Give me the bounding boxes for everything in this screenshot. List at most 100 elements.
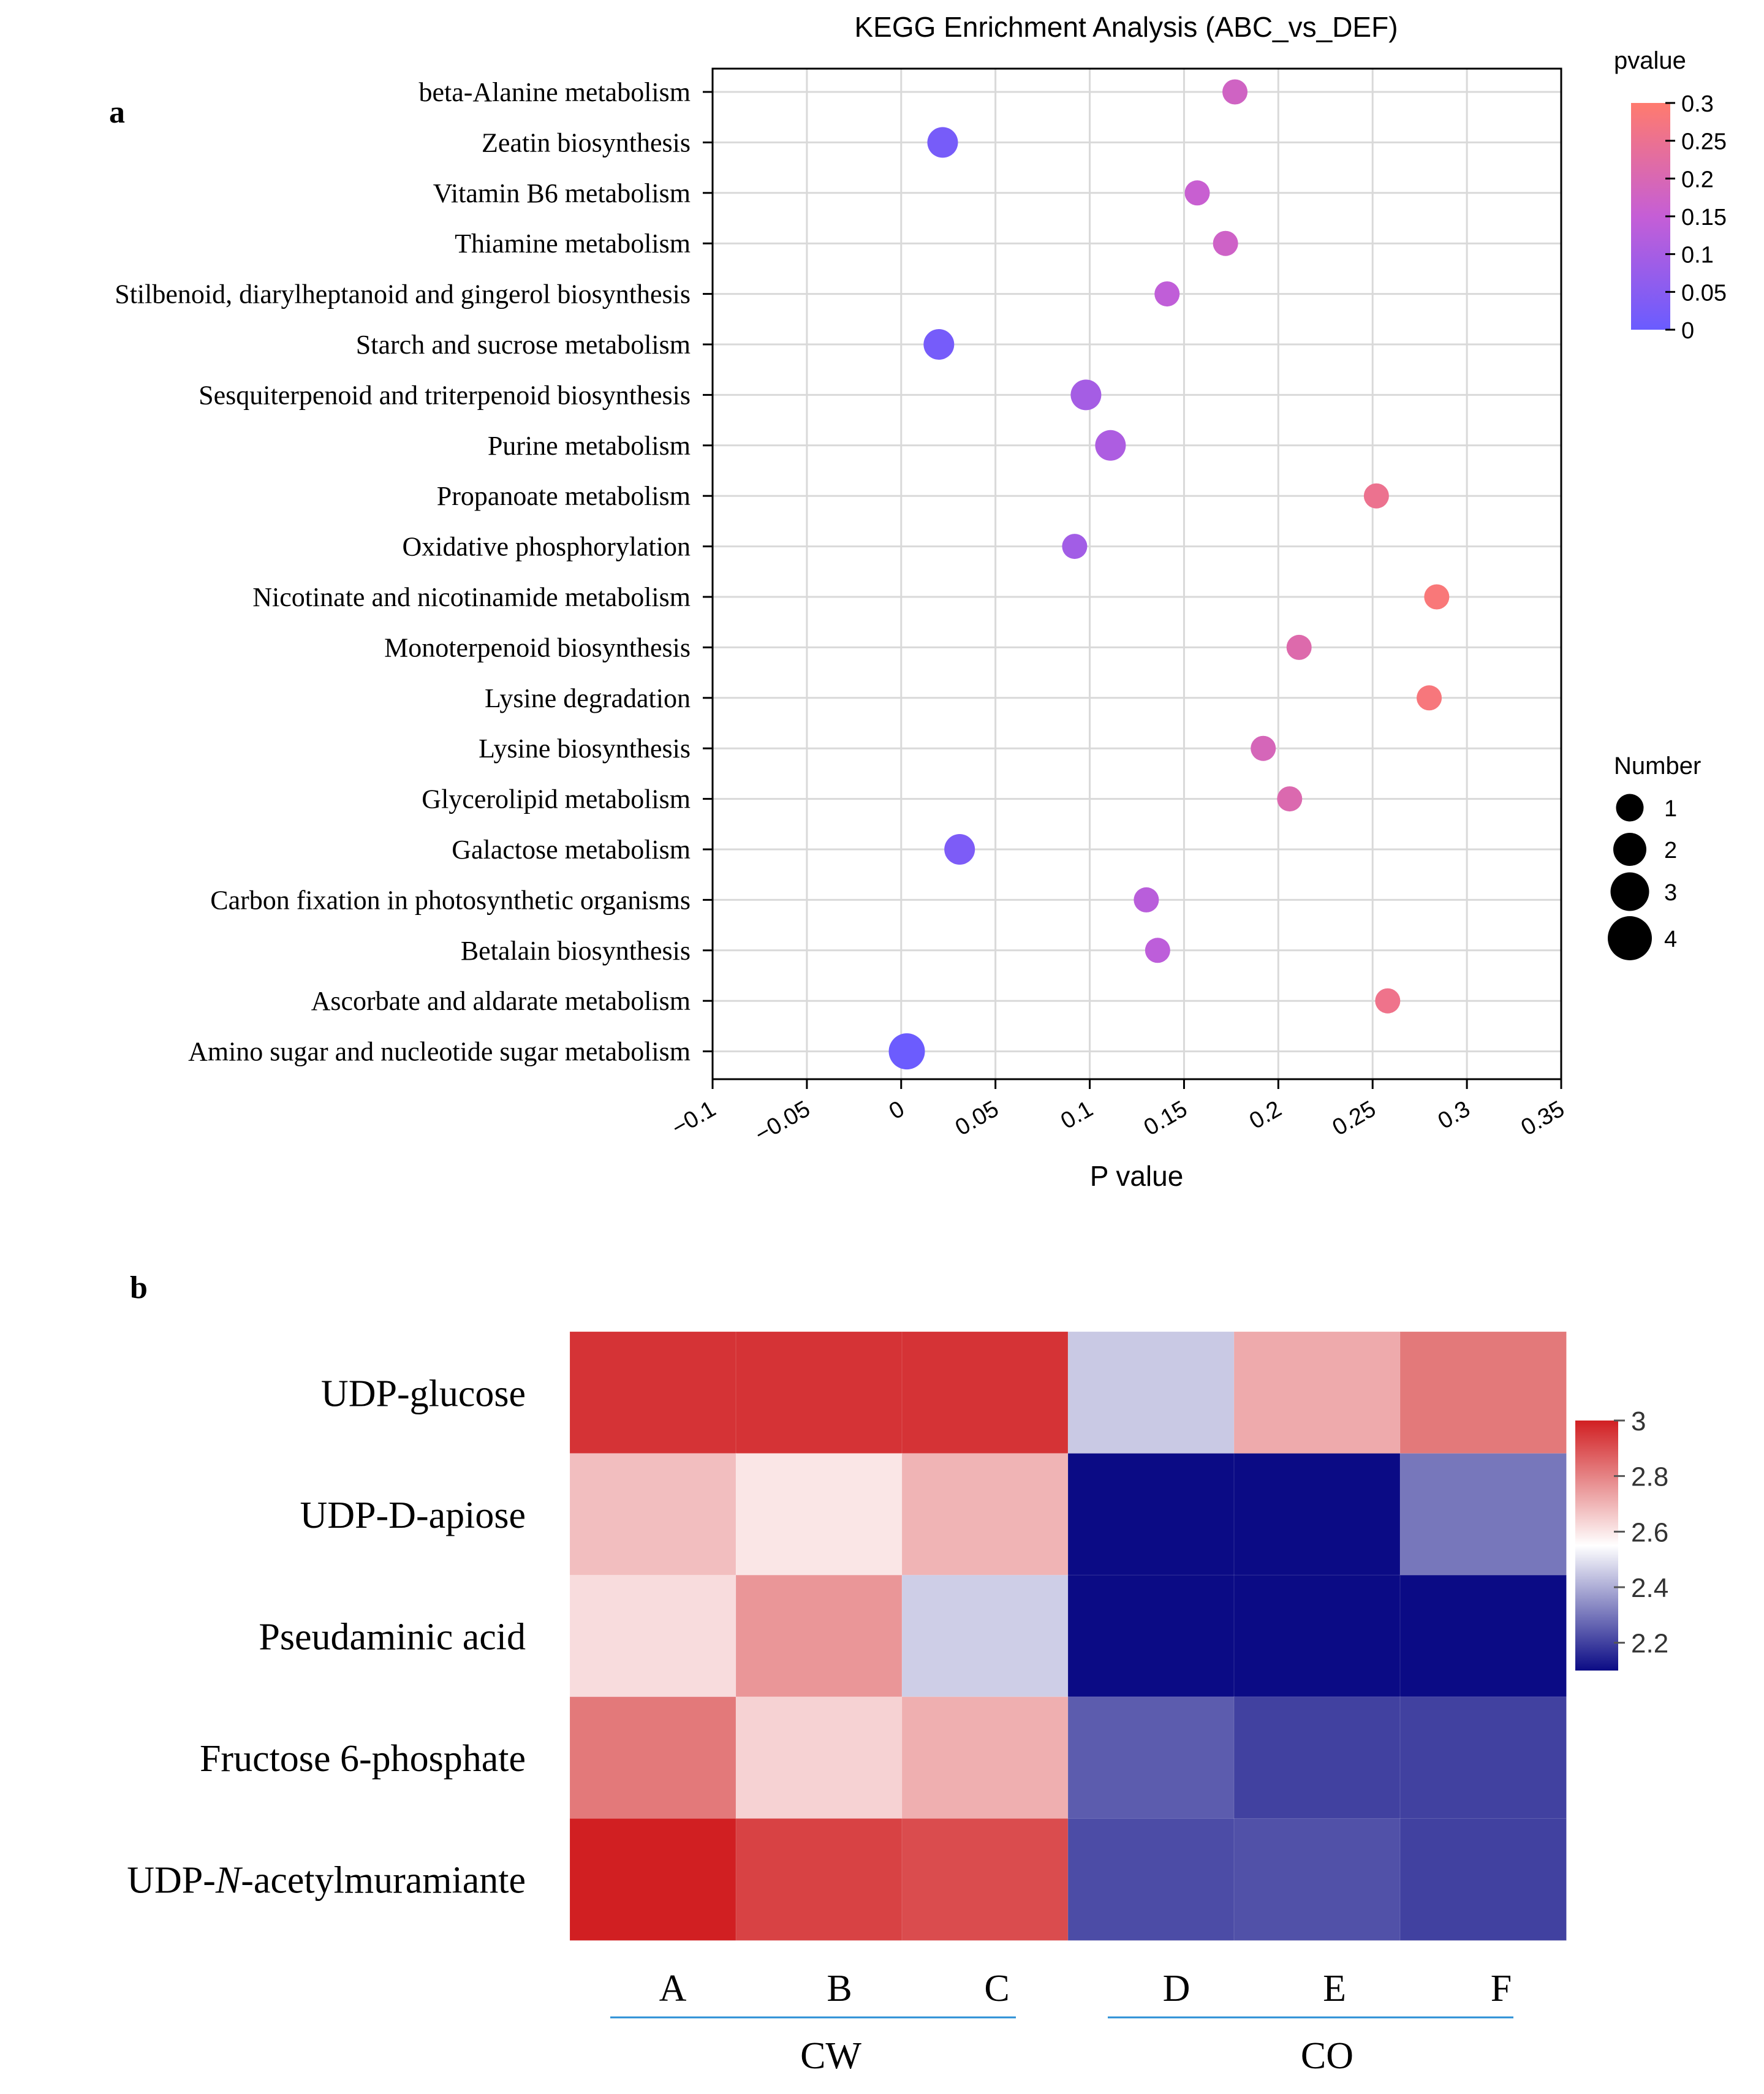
data-point xyxy=(1095,430,1126,461)
x-tick-label: 0.1 xyxy=(1056,1096,1097,1134)
number-legend-title: Number xyxy=(1614,753,1701,780)
y-tick-label: Lysine degradation xyxy=(485,683,691,713)
pvalue-legend-tick-label: 0.1 xyxy=(1681,243,1714,268)
heatmap-cell xyxy=(735,1696,903,1819)
x-axis-label: P value xyxy=(1090,1160,1184,1192)
pvalue-legend: pvalue 0.3 0.25 0.2 0.15 0.1 0.05 0 xyxy=(1614,47,1727,344)
data-point xyxy=(1424,584,1450,610)
y-tick-label: Glycerolipid metabolism xyxy=(422,784,691,814)
group-label: CO xyxy=(1301,2035,1353,2077)
y-tick-label: Vitamin B6 metabolism xyxy=(433,178,691,208)
group-labels: CW CO xyxy=(610,2016,1513,2077)
x-tick-label: 0.35 xyxy=(1516,1096,1569,1140)
y-tick-label: Amino sugar and nucleotide sugar metabol… xyxy=(188,1037,691,1067)
heatmap-cell xyxy=(1233,1696,1401,1819)
column-labels: A B C D E F xyxy=(659,1968,1512,2009)
y-tick-label: Betalain biosynthesis xyxy=(461,936,691,966)
column-label: C xyxy=(984,1968,1009,2009)
x-tick-label: 0.15 xyxy=(1140,1096,1192,1140)
chart-title: KEGG Enrichment Analysis (ABC_vs_DEF) xyxy=(854,11,1398,43)
heatmap-cell xyxy=(735,1453,903,1576)
y-tick-label: Stilbenoid, diarylheptanoid and gingerol… xyxy=(115,279,691,309)
heatmap-cell xyxy=(901,1696,1069,1819)
heatmap-cell xyxy=(569,1574,736,1698)
y-tick-label: Propanoate metabolism xyxy=(437,481,691,511)
y-tick-label: Purine metabolism xyxy=(488,431,691,461)
data-point xyxy=(1062,534,1088,560)
heatmap-cell xyxy=(569,1696,736,1819)
column-label: A xyxy=(659,1968,687,2009)
heatmap-colorbar-gradient xyxy=(1575,1421,1618,1671)
y-tick-label: Nicotinate and nicotinamide metabolism xyxy=(252,582,691,612)
y-tick-label: Monoterpenoid biosynthesis xyxy=(384,632,691,662)
number-legend-label: 3 xyxy=(1664,880,1677,906)
heatmap-cell xyxy=(569,1331,736,1454)
data-point xyxy=(927,127,958,158)
data-point xyxy=(888,1033,925,1070)
data-point xyxy=(1277,786,1303,812)
y-tick-label: Oxidative phosphorylation xyxy=(403,532,691,562)
pvalue-legend-tick-label: 0.25 xyxy=(1681,129,1727,155)
data-point xyxy=(923,329,955,360)
heatmap-cell xyxy=(1399,1818,1567,1941)
heatmap-cell xyxy=(569,1818,736,1941)
panel-b-heatmap: b UDP-glucose UDP-D-apiose Pseudaminic aci… xyxy=(127,1270,1668,2077)
plot-frame xyxy=(711,67,1562,1080)
heatmap-colorbar-tick-label: 2.6 xyxy=(1631,1517,1668,1547)
number-legend: Number 1 2 3 4 xyxy=(1608,753,1701,960)
data-point xyxy=(1417,685,1442,711)
x-tick-label: 0.05 xyxy=(951,1096,1003,1140)
column-label: B xyxy=(827,1968,852,2009)
data-point xyxy=(1184,180,1210,206)
heatmap-cell xyxy=(1233,1818,1401,1941)
heatmap-colorbar-tick-label: 3 xyxy=(1631,1406,1646,1436)
heatmap-cell xyxy=(1399,1331,1567,1454)
heatmap-cell xyxy=(1067,1453,1235,1576)
row-label: UDP-N-acetylmuramiante xyxy=(127,1860,526,1902)
heatmap-cell xyxy=(901,1453,1069,1576)
x-axis: −0.1 −0.05 0 0.05 0.1 0.15 0.2 0.25 0.3 0.35 xyxy=(668,1079,1569,1148)
data-point xyxy=(1213,230,1238,256)
heatmap-cell xyxy=(1067,1331,1235,1454)
data-point xyxy=(1222,79,1248,105)
number-legend-label: 2 xyxy=(1664,838,1677,863)
row-label: UDP-glucose xyxy=(321,1373,526,1414)
group-label: CW xyxy=(800,2035,861,2077)
x-tick-label: 0.3 xyxy=(1434,1096,1475,1134)
heatmap-cell xyxy=(901,1818,1069,1941)
data-point xyxy=(1251,735,1276,761)
pvalue-legend-title: pvalue xyxy=(1614,47,1686,74)
heatmap-cell xyxy=(1067,1574,1235,1698)
number-legend-dot xyxy=(1610,872,1649,911)
x-tick-label: 0.25 xyxy=(1328,1096,1380,1140)
column-label: E xyxy=(1323,1968,1346,2009)
heatmap-colorbar-tick-label: 2.2 xyxy=(1631,1629,1668,1659)
y-tick-label: Starch and sucrose metabolism xyxy=(356,330,691,360)
column-label: D xyxy=(1163,1968,1191,2009)
row-label: Fructose 6-phosphate xyxy=(200,1738,526,1780)
heatmap-cell xyxy=(1399,1453,1567,1576)
number-legend-dot xyxy=(1613,833,1646,866)
heatmap-cell xyxy=(569,1453,736,1576)
y-tick-label: Thiamine metabolism xyxy=(455,229,691,259)
row-label: Pseudaminic acid xyxy=(259,1617,526,1658)
panel-b-label: b xyxy=(130,1270,148,1305)
data-point xyxy=(1134,887,1159,912)
x-tick-label: 0.2 xyxy=(1245,1096,1286,1134)
heatmap-cell xyxy=(735,1331,903,1454)
data-point xyxy=(1145,938,1170,963)
number-legend-label: 4 xyxy=(1664,927,1677,952)
heatmap-cell xyxy=(1233,1453,1401,1576)
data-point xyxy=(1375,988,1401,1014)
heatmap-cell xyxy=(1067,1696,1235,1819)
data-point xyxy=(944,834,975,865)
pvalue-legend-tick-label: 0.3 xyxy=(1681,91,1714,117)
grid xyxy=(711,69,1562,1079)
number-legend-dot xyxy=(1616,794,1644,822)
pvalue-colorbar xyxy=(1631,103,1670,330)
data-points xyxy=(888,79,1450,1070)
heatmap-cell xyxy=(1399,1574,1567,1698)
y-tick-label: Lysine biosynthesis xyxy=(479,734,691,764)
number-legend-label: 1 xyxy=(1664,796,1677,822)
